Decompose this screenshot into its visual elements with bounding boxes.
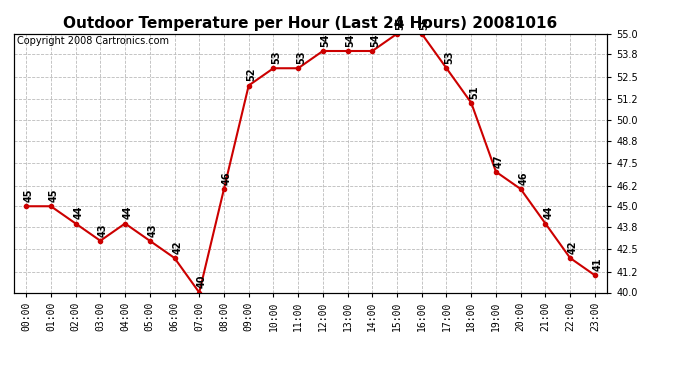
Text: 53: 53 [271, 51, 282, 64]
Text: 47: 47 [494, 154, 504, 168]
Text: 51: 51 [469, 85, 479, 99]
Text: 42: 42 [172, 240, 182, 254]
Text: 45: 45 [24, 189, 34, 202]
Text: 54: 54 [321, 33, 331, 47]
Text: 40: 40 [197, 275, 207, 288]
Text: 54: 54 [370, 33, 380, 47]
Text: 46: 46 [221, 171, 232, 185]
Text: Copyright 2008 Cartronics.com: Copyright 2008 Cartronics.com [17, 36, 169, 46]
Text: 43: 43 [98, 223, 108, 237]
Text: 53: 53 [444, 51, 454, 64]
Text: 41: 41 [593, 258, 602, 271]
Text: 43: 43 [148, 223, 157, 237]
Text: 42: 42 [568, 240, 578, 254]
Text: 53: 53 [296, 51, 306, 64]
Text: 52: 52 [246, 68, 257, 81]
Text: 44: 44 [123, 206, 133, 219]
Text: 44: 44 [543, 206, 553, 219]
Text: 45: 45 [49, 189, 59, 202]
Text: 54: 54 [346, 33, 355, 47]
Text: 44: 44 [73, 206, 83, 219]
Text: 55: 55 [395, 16, 405, 30]
Text: 55: 55 [420, 16, 430, 30]
Title: Outdoor Temperature per Hour (Last 24 Hours) 20081016: Outdoor Temperature per Hour (Last 24 Ho… [63, 16, 558, 31]
Text: 46: 46 [518, 171, 529, 185]
